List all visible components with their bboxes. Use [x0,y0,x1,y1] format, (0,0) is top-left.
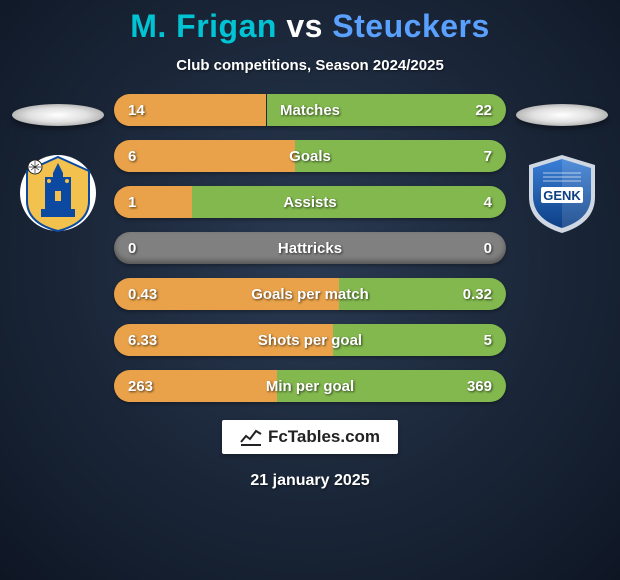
bar-fill-left [114,370,277,402]
player2-name: Steuckers [332,8,489,44]
bar-fill-right [339,278,506,310]
stat-row: 0 0Hattricks [114,232,506,264]
player1-name: M. Frigan [130,8,277,44]
stat-bars: 1422Matches 67Goals 14Assists 0 0Hattricks 0.… [108,94,512,402]
subtitle: Club competitions, Season 2024/2025 [176,57,444,74]
bar-fill-left [114,186,192,218]
bar-fill-right [277,370,506,402]
left-side [8,104,108,235]
stat-row: 67Goals [114,140,506,172]
stat-value-right: 0 [484,232,492,264]
stat-value-left: 0 [128,232,136,264]
player-pedestal-right [516,104,608,126]
comparison-title: M. Frigan vs Steuckers [130,8,490,45]
snapshot-date: 21 january 2025 [250,472,369,490]
bar-fill-left [114,278,339,310]
player-pedestal-left [12,104,104,126]
bar-fill-right [295,140,506,172]
crest-left-svg [19,151,97,235]
bar-fill-right [192,186,506,218]
stat-row: 1422Matches [114,94,506,126]
branding-badge: FcTables.com [222,420,398,454]
branding-chart-icon [240,428,262,446]
stat-row: 14Assists [114,186,506,218]
stat-row: 263369Min per goal [114,370,506,402]
stat-label: Hattricks [114,232,506,264]
bar-fill-right [267,94,507,126]
bar-fill-left [114,94,266,126]
svg-text:GENK: GENK [543,188,581,203]
branding-text: FcTables.com [268,427,380,447]
bar-fill-left [114,140,295,172]
bar-fill-left [114,324,333,356]
comparison-body: 1422Matches 67Goals 14Assists 0 0Hattricks 0.… [0,94,620,402]
stat-row: 6.335Shots per goal [114,324,506,356]
crest-right-svg: GENK [523,151,601,235]
stat-row: 0.430.32Goals per match [114,278,506,310]
team-crest-right: GENK [523,151,601,235]
team-crest-left [19,151,97,235]
bar-fill-right [333,324,506,356]
right-side: GENK [512,104,612,235]
versus-text: vs [286,8,323,44]
